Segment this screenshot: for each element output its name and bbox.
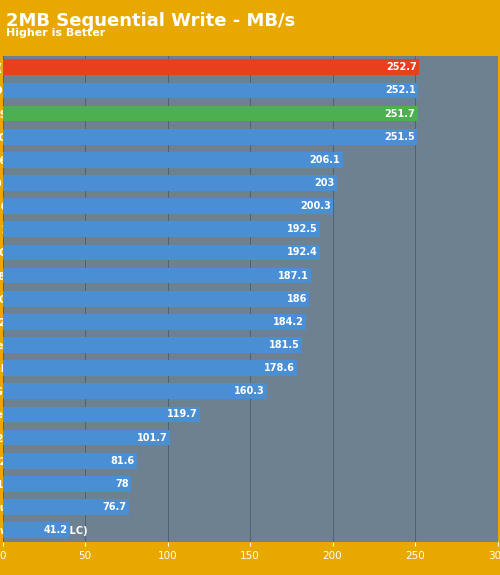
Text: 78: 78 <box>115 479 128 489</box>
Bar <box>2 453 137 469</box>
Bar <box>2 314 306 329</box>
Bar <box>2 384 267 399</box>
Bar <box>2 152 342 168</box>
Text: 178.6: 178.6 <box>264 363 294 373</box>
Text: 101.7: 101.7 <box>137 432 168 443</box>
Bar <box>2 291 310 306</box>
Text: Higher is Better: Higher is Better <box>6 28 105 38</box>
Text: 2MB Sequential Write - MB/s: 2MB Sequential Write - MB/s <box>6 12 295 30</box>
Text: 184.2: 184.2 <box>273 317 304 327</box>
Bar <box>2 522 70 538</box>
Text: 251.5: 251.5 <box>384 132 415 142</box>
Text: 181.5: 181.5 <box>268 340 300 350</box>
Bar <box>2 244 320 260</box>
Text: 251.7: 251.7 <box>384 109 416 118</box>
Text: 187.1: 187.1 <box>278 271 308 281</box>
Bar <box>2 59 420 75</box>
Bar <box>2 499 129 515</box>
Text: 252.7: 252.7 <box>386 62 417 72</box>
Text: 76.7: 76.7 <box>102 502 126 512</box>
Text: 206.1: 206.1 <box>310 155 340 165</box>
Bar <box>2 106 418 121</box>
Text: 192.5: 192.5 <box>287 224 318 234</box>
Text: 119.7: 119.7 <box>167 409 198 419</box>
Text: 41.2: 41.2 <box>44 525 68 535</box>
Bar <box>2 221 320 237</box>
Text: 186: 186 <box>286 294 307 304</box>
Bar <box>2 129 418 145</box>
Text: 192.4: 192.4 <box>286 247 318 258</box>
Text: 252.1: 252.1 <box>385 86 416 95</box>
Bar <box>2 407 200 422</box>
Text: 200.3: 200.3 <box>300 201 330 211</box>
Bar <box>2 175 338 191</box>
Bar <box>2 430 170 446</box>
Bar <box>2 361 297 376</box>
Text: 203: 203 <box>314 178 335 188</box>
Text: 160.3: 160.3 <box>234 386 264 396</box>
Bar <box>2 476 131 492</box>
Bar <box>2 268 311 283</box>
Bar <box>2 337 302 353</box>
Bar <box>2 83 418 98</box>
Bar <box>2 198 333 214</box>
Text: 81.6: 81.6 <box>110 455 134 466</box>
